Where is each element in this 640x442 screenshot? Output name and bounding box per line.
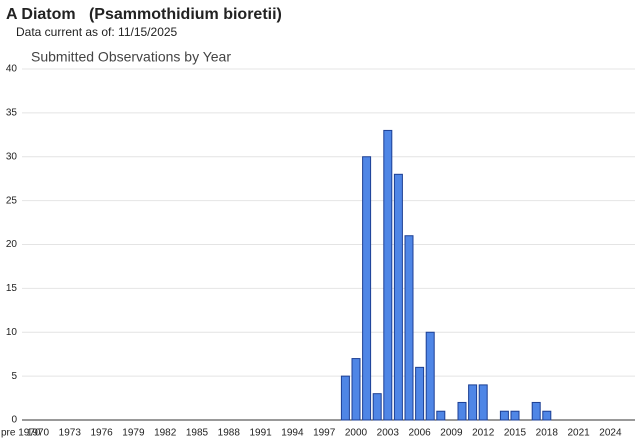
x-tick-label: 1970 (27, 428, 50, 439)
page-title: A Diatom (Psammothidium bioretii) (6, 6, 282, 23)
bar (510, 410, 520, 421)
bar (531, 401, 541, 421)
x-tick-label: 2021 (567, 428, 590, 439)
bar (351, 358, 361, 421)
x-tick-label: 1997 (313, 428, 336, 439)
bar (499, 410, 509, 421)
x-tick-label: 2000 (345, 428, 368, 439)
bar (425, 331, 435, 421)
x-tick-label: 2012 (472, 428, 495, 439)
x-tick-label: 1973 (59, 428, 82, 439)
x-tick-label: 2009 (440, 428, 463, 439)
bar (468, 384, 478, 421)
y-tick-label: 5 (11, 371, 17, 382)
x-tick-label: 2024 (599, 428, 622, 439)
x-tick-label: pre 1970 (1, 428, 41, 439)
y-tick-label: 10 (6, 327, 18, 338)
bar (457, 401, 467, 421)
y-tick-label: 15 (6, 283, 18, 294)
x-tick-label: 1976 (90, 428, 113, 439)
bar (415, 366, 425, 421)
x-tick-label: 2006 (408, 428, 431, 439)
bar (542, 410, 552, 421)
y-tick-label: 0 (11, 415, 17, 426)
bar (383, 129, 393, 421)
chart-title: Submitted Observations by Year (31, 49, 231, 65)
x-tick-label: 2018 (536, 428, 559, 439)
bar (404, 235, 414, 421)
bar (372, 393, 382, 421)
subtitle: Data current as of: 11/15/2025 (16, 25, 178, 39)
y-tick-label: 20 (6, 239, 18, 250)
y-tick-label: 40 (6, 64, 18, 75)
bar (362, 156, 372, 421)
y-tick-label: 25 (6, 195, 18, 206)
x-tick-label: 2015 (504, 428, 527, 439)
x-tick-label: 1994 (281, 428, 304, 439)
bar (478, 384, 488, 421)
y-tick-label: 35 (6, 108, 18, 119)
x-tick-label: 1985 (186, 428, 209, 439)
x-tick-label: 1979 (122, 428, 145, 439)
bar (393, 173, 403, 421)
x-tick-label: 1982 (154, 428, 177, 439)
x-tick-label: 2003 (377, 428, 400, 439)
bar (436, 410, 446, 421)
bar (340, 375, 350, 421)
x-tick-label: 1988 (218, 428, 241, 439)
y-tick-label: 30 (6, 151, 18, 162)
x-tick-label: 1991 (249, 428, 272, 439)
